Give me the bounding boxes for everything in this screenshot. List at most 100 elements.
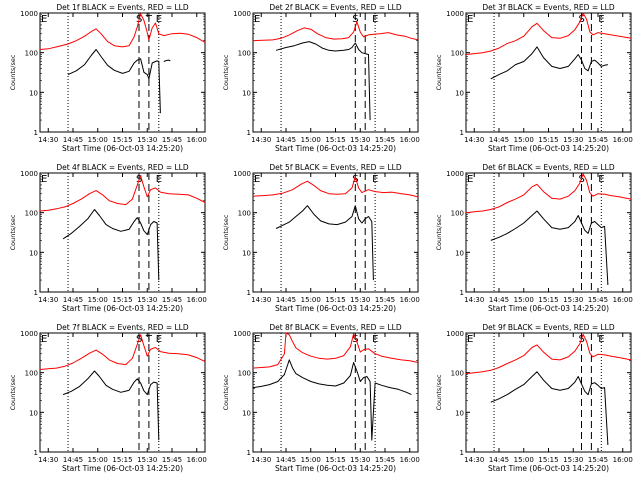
x-axis-label: Start Time (06-Oct-03 14:25:20) [488, 304, 609, 313]
x-tick-label: 15:30 [137, 136, 157, 144]
marker-label: S [579, 174, 585, 185]
x-tick-label: 16:00 [187, 296, 207, 304]
series-lld-line [39, 13, 206, 50]
x-tick-label: 14:30 [251, 456, 271, 464]
x-tick-label: 15:45 [588, 456, 608, 464]
chart-title: Det 5f BLACK = Events, RED = LLD [269, 163, 402, 172]
panel-3: Det 3f BLACK = Events, RED = LLD 1 10 100 10… [435, 3, 633, 153]
y-tick-label: 1000 [233, 170, 251, 178]
y-tick-label: 1000 [446, 330, 464, 338]
x-tick-label: 16:00 [400, 296, 420, 304]
marker-label: E [372, 14, 378, 25]
y-tick-label: 100 [238, 210, 251, 218]
marker-label: T [145, 14, 153, 25]
marker-label: E [598, 174, 604, 185]
y-axis-label: Counts/sec [9, 374, 17, 410]
series-events-line [67, 49, 171, 114]
y-tick-label: 1000 [446, 170, 464, 178]
x-tick-label: 15:15 [325, 456, 345, 464]
series-events-line [275, 41, 371, 121]
x-tick-label: 15:00 [514, 296, 534, 304]
x-tick-label: 16:00 [613, 296, 633, 304]
x-tick-label: 14:30 [464, 456, 484, 464]
series-events-line [490, 371, 609, 446]
x-tick-label: 15:15 [112, 296, 132, 304]
y-tick-label: 100 [238, 50, 251, 58]
marker-label: E [598, 14, 604, 25]
y-tick-label: 100 [238, 370, 251, 378]
x-tick-label: 14:45 [276, 136, 296, 144]
x-tick-label: 14:45 [489, 296, 509, 304]
chart-title: Det 6f BLACK = Events, RED = LLD [482, 163, 615, 172]
y-tick-label: 1000 [233, 10, 251, 18]
x-tick-label: 15:30 [350, 136, 370, 144]
marker-label: S [352, 174, 358, 185]
x-tick-label: 15:45 [162, 136, 182, 144]
series-lld-line [465, 173, 632, 214]
y-tick-label: 1000 [446, 10, 464, 18]
y-tick-label: 1000 [20, 330, 38, 338]
series-lld-line [465, 12, 632, 55]
x-tick-label: 15:45 [162, 456, 182, 464]
x-tick-label: 14:45 [63, 136, 83, 144]
x-tick-label: 16:00 [400, 456, 420, 464]
x-tick-label: 14:30 [251, 296, 271, 304]
y-tick-label: 100 [451, 370, 464, 378]
x-axis-label: Start Time (06-Oct-03 14:25:20) [488, 464, 609, 473]
y-tick-label: 10 [242, 249, 251, 257]
series-lld-line [252, 332, 419, 369]
chart-title: Det 3f BLACK = Events, RED = LLD [482, 3, 615, 12]
x-tick-label: 14:45 [63, 456, 83, 464]
y-tick-label: 10 [29, 89, 38, 97]
marker-label: E [254, 174, 260, 185]
marker-label: S [579, 14, 585, 25]
x-tick-label: 15:45 [375, 456, 395, 464]
chart-title: Det 4f BLACK = Events, RED = LLD [56, 163, 189, 172]
series-lld-line [39, 334, 206, 370]
y-tick-label: 100 [451, 210, 464, 218]
y-tick-label: 100 [25, 50, 38, 58]
x-axis-label: Start Time (06-Oct-03 14:25:20) [275, 144, 396, 153]
series-events-line [490, 210, 609, 286]
marker-label: E [41, 14, 47, 25]
marker-label: E [467, 14, 473, 25]
x-axis-label: Start Time (06-Oct-03 14:25:20) [275, 464, 396, 473]
x-tick-label: 15:45 [588, 296, 608, 304]
x-tick-label: 14:30 [38, 136, 58, 144]
x-axis-label: Start Time (06-Oct-03 14:25:20) [62, 464, 183, 473]
marker-label: E [467, 174, 473, 185]
y-tick-label: 1 [460, 129, 464, 137]
x-tick-label: 15:30 [137, 296, 157, 304]
y-axis-label: Counts/sec [222, 374, 230, 410]
x-tick-label: 15:00 [301, 296, 321, 304]
x-tick-label: 15:45 [375, 296, 395, 304]
y-axis-label: Counts/sec [222, 54, 230, 90]
series-events-line [62, 370, 160, 441]
marker-label: E [41, 334, 47, 345]
x-tick-label: 15:45 [588, 136, 608, 144]
marker-label: E [372, 174, 378, 185]
x-tick-label: 15:00 [88, 296, 108, 304]
marker-label: E [254, 14, 260, 25]
panel-7: Det 7f BLACK = Events, RED = LLD 1 10 100 10… [9, 323, 207, 473]
x-tick-label: 14:30 [251, 136, 271, 144]
chart-title: Det 1f BLACK = Events, RED = LLD [56, 3, 189, 12]
x-tick-label: 15:15 [325, 296, 345, 304]
y-tick-label: 1 [247, 449, 251, 457]
x-tick-label: 15:15 [325, 136, 345, 144]
panel-4: Det 4f BLACK = Events, RED = LLD 1 10 100 10… [9, 163, 207, 313]
y-tick-label: 10 [29, 409, 38, 417]
x-tick-label: 14:45 [489, 136, 509, 144]
x-tick-label: 15:30 [350, 296, 370, 304]
y-tick-label: 100 [25, 370, 38, 378]
y-tick-label: 1 [34, 129, 38, 137]
y-tick-label: 1 [460, 289, 464, 297]
chart-title: Det 8f BLACK = Events, RED = LLD [269, 323, 402, 332]
x-tick-label: 15:00 [88, 456, 108, 464]
y-tick-label: 1000 [233, 330, 251, 338]
x-tick-label: 15:15 [112, 136, 132, 144]
x-tick-label: 15:00 [301, 136, 321, 144]
x-tick-label: 14:45 [63, 296, 83, 304]
